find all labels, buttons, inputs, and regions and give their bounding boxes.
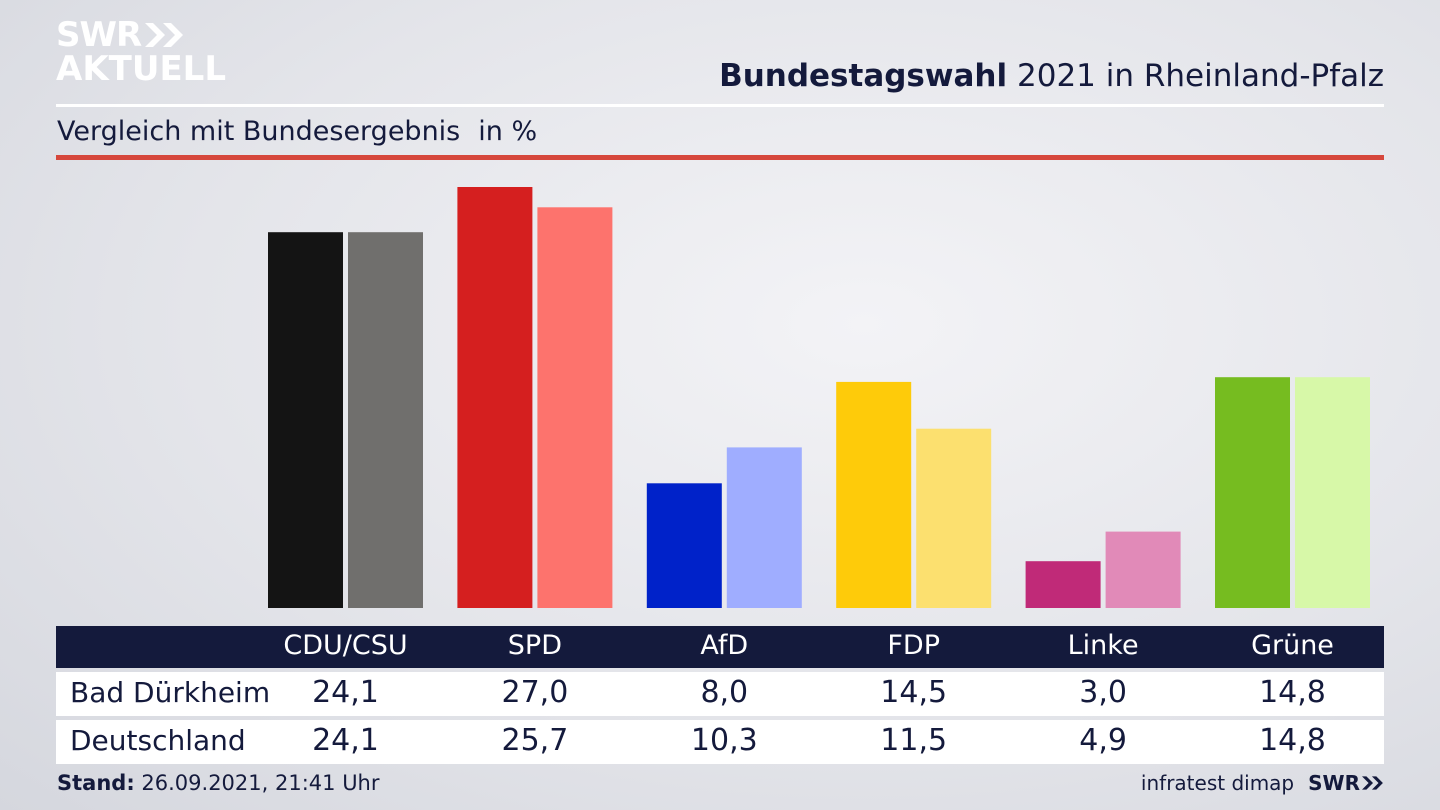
bar-fdp-regional bbox=[836, 381, 912, 608]
value-label: 27,0 bbox=[501, 675, 569, 710]
value-label: 14,8 bbox=[1259, 723, 1326, 758]
double-chevron-icon bbox=[1362, 776, 1383, 790]
stand-value: 26.09.2021, 21:41 Uhr bbox=[141, 771, 380, 795]
title-divider bbox=[56, 104, 1384, 107]
results-table: CDU/CSU SPD AfD FDP Linke Grüne Bad Dürkheim … bbox=[56, 626, 1384, 764]
bar-afd-bund bbox=[726, 447, 802, 608]
timestamp: Stand: 26.09.2021, 21:41 Uhr bbox=[57, 771, 380, 795]
category-label: SPD bbox=[507, 630, 562, 661]
value-label: 3,0 bbox=[1079, 675, 1127, 710]
bar-afd-regional bbox=[646, 483, 722, 608]
value-label: 4,9 bbox=[1079, 723, 1127, 758]
value-label: 24,1 bbox=[312, 675, 379, 710]
value-label: 24,1 bbox=[312, 723, 379, 758]
category-label: AfD bbox=[700, 630, 749, 661]
value-label: 10,3 bbox=[690, 723, 758, 758]
value-label: 25,7 bbox=[501, 723, 569, 758]
table-row: Deutschland 24,1 25,7 10,3 11,5 4,9 14,8 bbox=[56, 720, 1384, 764]
bar-linke-regional bbox=[1025, 561, 1101, 608]
bar-fdp-bund bbox=[916, 428, 992, 608]
subtitle-divider bbox=[56, 155, 1384, 160]
chart-title: Bundestagswahl 2021 in Rheinland-Pfalz bbox=[719, 58, 1384, 94]
source-text: infratest dimap bbox=[1140, 771, 1295, 795]
row-label: Bad Dürkheim bbox=[70, 676, 271, 709]
table-header: CDU/CSU SPD AfD FDP Linke Grüne bbox=[56, 626, 1384, 668]
title-rest: 2021 in Rheinland-Pfalz bbox=[1017, 58, 1384, 94]
category-label: Grüne bbox=[1251, 630, 1334, 661]
category-label: Linke bbox=[1067, 630, 1139, 661]
logo-line1: SWR bbox=[56, 15, 142, 55]
table-row: Bad Dürkheim 24,1 27,0 8,0 14,5 3,0 14,8 bbox=[56, 672, 1384, 716]
source-credit: infratest dimap SWR bbox=[1141, 771, 1384, 795]
bar-linke-bund bbox=[1105, 531, 1181, 608]
category-label: CDU/CSU bbox=[283, 630, 408, 661]
bar-grüne-regional bbox=[1215, 377, 1290, 608]
bar-cdu-csu-regional bbox=[268, 232, 343, 608]
logo-line2: AKTUELL bbox=[56, 49, 227, 89]
unit-label: in % bbox=[478, 116, 538, 147]
chart-subtitle: Vergleich mit Bundesergebnis in % bbox=[57, 116, 537, 147]
swr-brand: SWR bbox=[1308, 771, 1384, 795]
title-bold: Bundestagswahl bbox=[719, 58, 1008, 94]
value-label: 8,0 bbox=[700, 675, 749, 710]
bar-spd-bund bbox=[537, 207, 613, 609]
value-label: 14,5 bbox=[880, 675, 948, 710]
bar-cdu-csu-bund bbox=[348, 232, 423, 608]
double-chevron-icon bbox=[145, 23, 184, 47]
bar-spd-regional bbox=[457, 187, 533, 608]
subtitle-text: Vergleich mit Bundesergebnis bbox=[57, 116, 461, 147]
value-label: 14,8 bbox=[1259, 675, 1326, 710]
row-label: Deutschland bbox=[70, 724, 246, 757]
category-label: FDP bbox=[887, 630, 940, 661]
value-label: 11,5 bbox=[880, 723, 948, 758]
stand-label: Stand: bbox=[57, 771, 135, 795]
bar-chart bbox=[268, 187, 1370, 609]
bar-grüne-bund bbox=[1295, 377, 1370, 608]
brand-text: SWR bbox=[1308, 771, 1360, 795]
swr-aktuell-logo: SWR AKTUELL bbox=[56, 18, 226, 86]
